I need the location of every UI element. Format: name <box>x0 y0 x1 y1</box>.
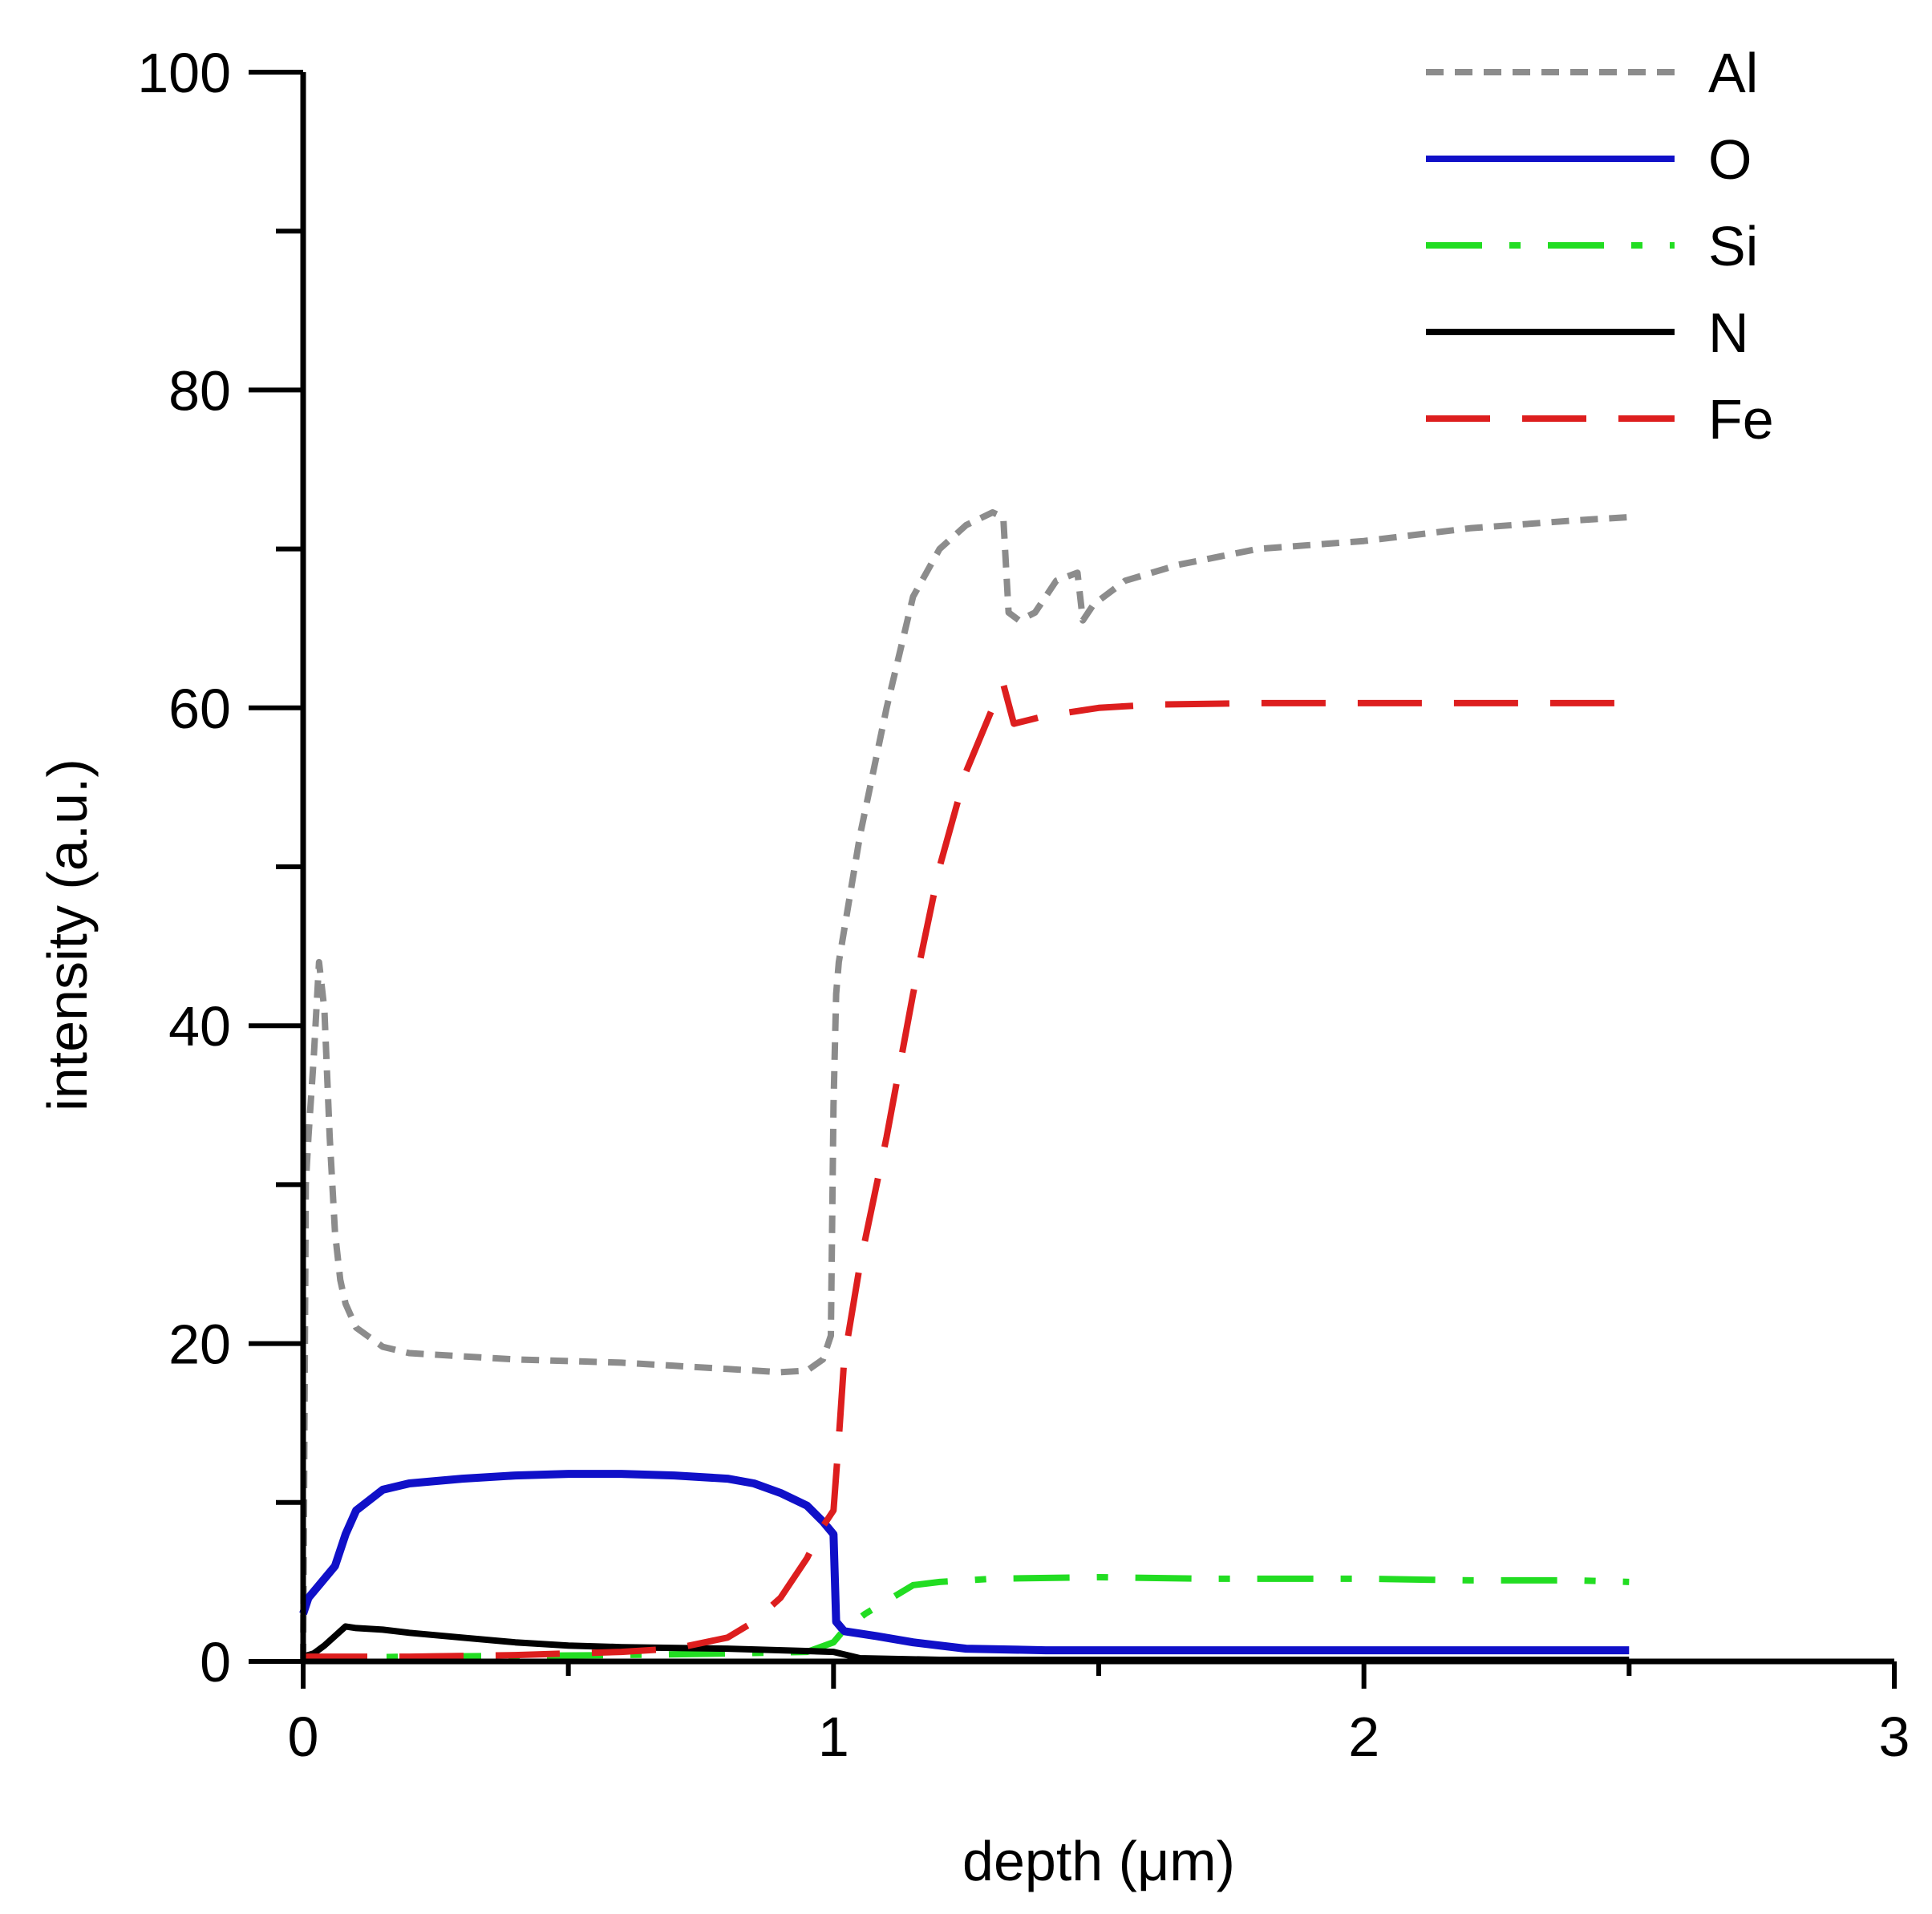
legend-label-fe: Fe <box>1708 388 1774 451</box>
x-tick-label: 2 <box>1348 1706 1379 1768</box>
x-ticks: 0 1 2 3 <box>288 1661 1910 1768</box>
series-layer <box>299 509 1630 1663</box>
x-tick-label: 0 <box>288 1706 319 1768</box>
x-axis-title: depth (μm) <box>962 1830 1235 1892</box>
y-tick-label: 60 <box>168 678 231 740</box>
x-tick-label: 3 <box>1879 1706 1910 1768</box>
legend-label-si: Si <box>1708 215 1758 277</box>
plot-area <box>299 509 1630 1663</box>
series-o-line <box>299 1470 1630 1655</box>
legend: Al O Si N Fe <box>1426 42 1774 451</box>
series-al-line <box>300 509 1630 1662</box>
x-tick-label: 1 <box>818 1706 849 1768</box>
series-fe-line <box>303 681 1630 1661</box>
y-tick-label: 80 <box>168 359 231 422</box>
y-axis: 0 20 40 60 80 100 intensity (a.u.) <box>36 42 306 1693</box>
y-axis-title: intensity (a.u.) <box>36 759 99 1111</box>
y-ticks: 0 20 40 60 80 100 <box>137 42 303 1693</box>
legend-label-o: O <box>1708 128 1752 191</box>
y-tick-label: 0 <box>200 1631 231 1693</box>
x-axis: 0 1 2 3 depth (μm) <box>288 1658 1910 1892</box>
legend-label-n: N <box>1708 301 1749 364</box>
y-tick-label: 40 <box>168 995 231 1058</box>
legend-label-al: Al <box>1708 42 1758 104</box>
y-tick-label: 20 <box>168 1313 231 1376</box>
y-tick-label: 100 <box>137 42 231 104</box>
